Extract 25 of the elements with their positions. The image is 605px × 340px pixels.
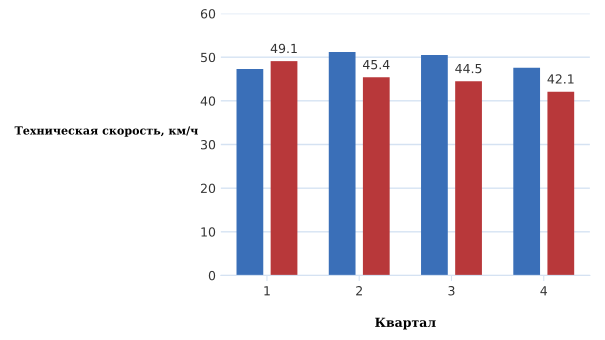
y-tick-label: 40 (200, 96, 216, 106)
y-tick-label: 30 (201, 140, 216, 150)
bar (270, 61, 298, 276)
data-label: 45.4 (362, 60, 390, 70)
y-tick-label: 50 (201, 52, 216, 62)
y-tick-label: 10 (201, 227, 216, 237)
x-tick-label: 1 (264, 286, 270, 296)
x-axis-title: Квартал (375, 318, 436, 330)
data-label: 44.5 (455, 64, 482, 74)
y-tick-label: 20 (200, 184, 216, 194)
bar (513, 68, 540, 276)
bar (328, 52, 356, 276)
data-label: 49.1 (270, 44, 297, 54)
bar (547, 92, 574, 276)
bar (362, 77, 390, 276)
bar (455, 81, 482, 276)
x-tick-label: 4 (540, 286, 548, 296)
bar (236, 69, 264, 276)
y-tick-label: 60 (200, 9, 216, 19)
x-tick-label: 2 (356, 286, 362, 296)
data-label: 42.1 (548, 74, 574, 84)
x-tick-label: 3 (448, 286, 454, 296)
y-tick-label: 0 (208, 270, 216, 280)
y-axis-title: Техническая скорость, км/ч (14, 126, 198, 137)
bar (421, 55, 448, 276)
